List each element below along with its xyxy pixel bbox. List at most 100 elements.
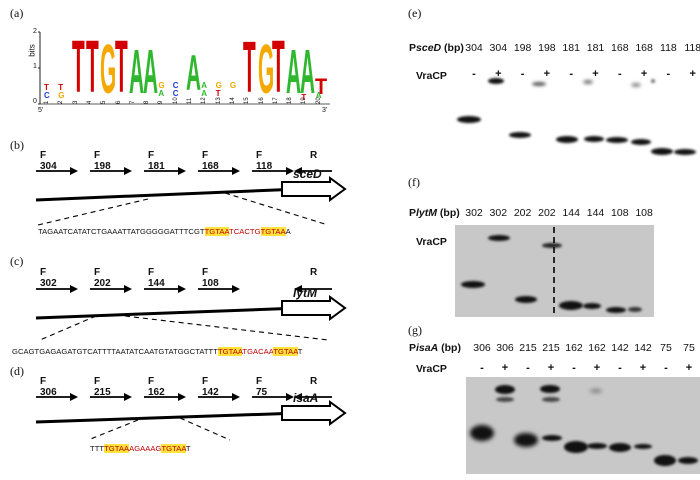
d-reverse-arrow [294, 393, 332, 401]
d-fragment-label-5: F 75 [256, 376, 268, 398]
b-fragment-label-1: F 304 [40, 150, 57, 172]
logo-minor-letter-12: A [201, 89, 208, 98]
logo-minor-letter-7: A [158, 89, 165, 98]
sced-map-lines [35, 176, 347, 226]
lytm-map-lines [35, 295, 347, 341]
emsa-sced-vracp-label: VraCP [416, 70, 447, 82]
g-lane-size-4: 215 [542, 342, 560, 354]
e-lane-size-9: 118 [660, 42, 677, 54]
isaa-sequence: TTTTGTAAAGAAAGTGTAAT [90, 444, 191, 453]
d-fragment-label-4: F 142 [202, 376, 219, 398]
c-fragment-arrow-2 [90, 285, 132, 293]
g-vracp-mark-2: + [501, 362, 509, 374]
e-lane-size-6: 181 [586, 42, 605, 54]
b-reverse-arrow [294, 167, 332, 175]
logo-minor-letter-10: G [215, 81, 222, 90]
c-reverse-label: R [310, 267, 318, 278]
d-fragment-label-3: F 162 [148, 376, 165, 398]
b-reverse-label: R [310, 150, 318, 161]
logo-minor-letter-15: T [301, 93, 307, 102]
d-reverse-label: R [310, 376, 318, 387]
f-lane-size-7: 108 [611, 207, 629, 219]
e-lane-size-3: 198 [513, 42, 532, 54]
d-fragment-label-1: F 306 [40, 376, 57, 398]
e-lane-size-8: 168 [635, 42, 653, 54]
g-vracp-mark-9: - [664, 362, 668, 374]
sced-box1: TGTAA [204, 227, 230, 236]
d-fragment-arrow-5 [252, 393, 294, 401]
g-vracp-mark-7: - [618, 362, 622, 374]
isaa-box2: TGTAA [161, 444, 186, 453]
d-fragment-arrow-1 [36, 393, 78, 401]
logo-minor-letter-2: T [58, 83, 64, 92]
g-lane-size-9: 75 [660, 342, 672, 354]
c-fragment-label-4: F 108 [202, 267, 219, 289]
b-fragment-arrow-3 [144, 167, 186, 175]
d-fragment-arrow-3 [144, 393, 186, 401]
logo-minor-letter-4: G [58, 91, 65, 100]
c-reverse-arrow [294, 285, 332, 293]
d-fragment-arrow-2 [90, 393, 132, 401]
f-lane-size-8: 108 [635, 207, 653, 219]
logo-tick-1: 1 [33, 63, 37, 70]
logo-minor-letter-3: C [44, 91, 50, 100]
panel-label-g: (g) [408, 323, 422, 337]
logo-minor-letter-11: G [229, 81, 237, 90]
logo-minor-letter-5: G [158, 81, 165, 90]
g-lane-size-2: 306 [496, 342, 514, 354]
logo-minor-letter-8: C [172, 89, 179, 98]
f-lane-size-5: 144 [562, 207, 580, 219]
g-lane-size-6: 162 [588, 342, 606, 354]
logo-minor-letter-14: A [315, 91, 322, 100]
lytm-gene-arrow [281, 295, 347, 321]
emsa-sced-header: PsceD (bp) [409, 42, 464, 54]
b-fragment-arrow-1 [36, 167, 78, 175]
panel-label-d: (d) [10, 364, 24, 378]
isaa-box1: TGTAA [104, 444, 130, 453]
g-lane-size-5: 162 [565, 342, 583, 354]
b-fragment-label-3: F 181 [148, 150, 165, 172]
c-fragment-arrow-4 [198, 285, 240, 293]
panel-label-a: (a) [10, 6, 24, 20]
c-fragment-label-1: F 302 [40, 267, 57, 289]
g-lane-size-10: 75 [683, 342, 695, 354]
sced-box2: TGTAA [260, 227, 286, 236]
g-lane-size-1: 306 [473, 342, 491, 354]
logo-tick-0: 0 [33, 98, 37, 105]
emsa-lytm-gel [455, 225, 654, 317]
b-fragment-label-4: F 168 [202, 150, 219, 172]
emsa-isaa-gel [466, 377, 700, 474]
g-vracp-mark-3: - [526, 362, 530, 374]
c-fragment-label-2: F 202 [94, 267, 111, 289]
lytm-gene-label: lytM [293, 286, 317, 300]
logo-3prime: 3' [322, 107, 328, 114]
d-fragment-label-2: F 215 [94, 376, 111, 398]
emsa-isaa-vracp-label: VraCP [416, 363, 447, 375]
emsa-sced-gel [446, 78, 699, 174]
emsa-lytm-vracp-label: VraCP [416, 236, 447, 248]
e-vracp-mark-8: + [640, 68, 648, 80]
logo-5prime: 5' [38, 107, 44, 114]
f-lane-size-6: 144 [586, 207, 605, 219]
d-fragment-arrow-4 [198, 393, 240, 401]
emsa-isaa-header: PisaA (bp) [409, 342, 461, 354]
e-vracp-mark-9: - [666, 68, 671, 80]
b-fragment-arrow-4 [198, 167, 240, 175]
isaa-gene-arrow [281, 400, 347, 426]
f-lane-size-1: 302 [465, 207, 483, 219]
g-vracp-mark-6: + [593, 362, 601, 374]
b-fragment-arrow-5 [252, 167, 294, 175]
g-lane-size-8: 142 [634, 342, 652, 354]
g-vracp-mark-1: - [480, 362, 484, 374]
b-fragment-label-2: F 198 [94, 150, 111, 172]
c-fragment-arrow-1 [36, 285, 78, 293]
b-fragment-arrow-2 [90, 167, 132, 175]
logo-letter-13: T [314, 74, 327, 99]
e-vracp-mark-4: + [543, 68, 551, 80]
f-lane-size-3: 202 [513, 207, 532, 219]
g-vracp-mark-5: - [572, 362, 576, 374]
panel-label-c: (c) [10, 254, 24, 268]
logo-minor-letter-6: C [172, 81, 179, 90]
emsa-lytm-divider [553, 227, 555, 315]
